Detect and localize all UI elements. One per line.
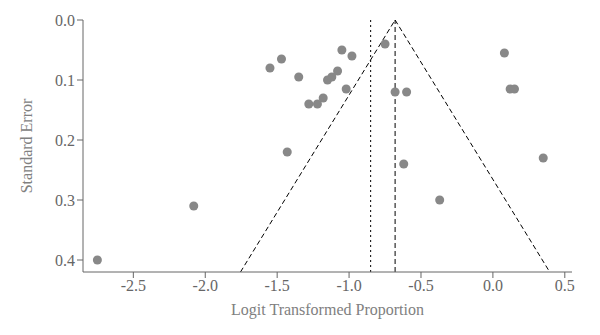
- svg-text:0.4: 0.4: [55, 252, 75, 269]
- svg-text:0.3: 0.3: [55, 192, 75, 209]
- svg-text:-1.5: -1.5: [264, 277, 289, 294]
- svg-text:0.1: 0.1: [55, 72, 75, 89]
- svg-text:0.0: 0.0: [483, 277, 503, 294]
- svg-text:0.5: 0.5: [555, 277, 575, 294]
- svg-text:0.0: 0.0: [55, 12, 75, 29]
- svg-text:-1.0: -1.0: [336, 277, 361, 294]
- svg-text:Logit Transformed Proportion: Logit Transformed Proportion: [231, 301, 424, 319]
- svg-text:-2.5: -2.5: [121, 277, 146, 294]
- svg-text:Standard Error: Standard Error: [18, 98, 35, 193]
- svg-text:-2.0: -2.0: [193, 277, 218, 294]
- svg-text:-0.5: -0.5: [408, 277, 433, 294]
- svg-text:0.2: 0.2: [55, 132, 75, 149]
